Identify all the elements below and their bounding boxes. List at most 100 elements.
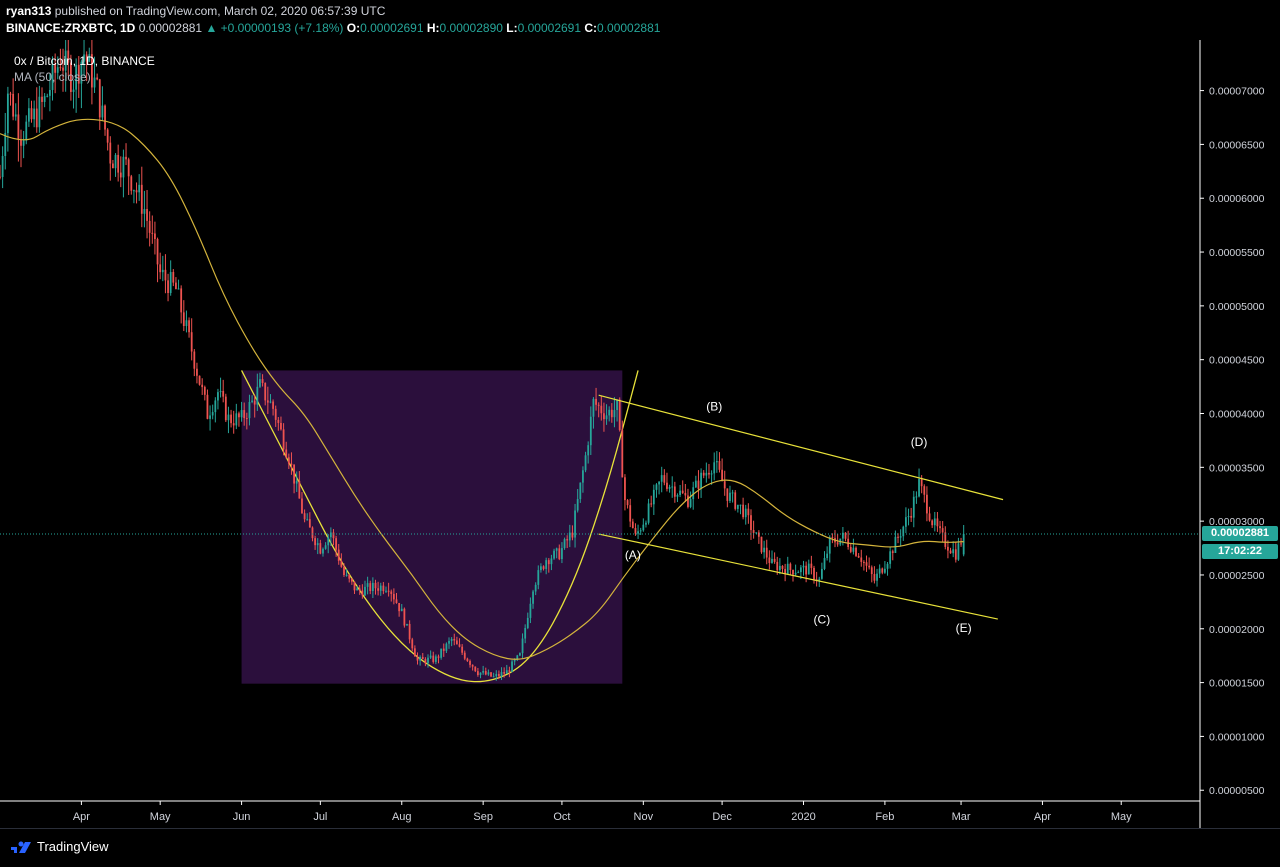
candle-body <box>613 410 616 418</box>
candle-body <box>524 627 527 639</box>
candle-body <box>413 648 416 657</box>
last-price: 0.00002881 <box>138 21 203 35</box>
candle-body <box>138 184 141 193</box>
candle-body <box>505 670 508 674</box>
candle-body <box>624 477 626 501</box>
candle-body <box>676 494 679 497</box>
candle-body <box>180 288 183 313</box>
candle-body <box>831 537 834 539</box>
brand-name: TradingView <box>37 839 109 854</box>
candle-body <box>469 661 471 665</box>
candle-body <box>495 673 498 677</box>
candle-body <box>713 462 716 474</box>
candle-body <box>534 584 537 592</box>
bar-countdown-badge: 17:02:22 <box>1202 543 1278 559</box>
candle-body <box>939 526 941 529</box>
candle-body <box>694 480 697 488</box>
candle-body <box>280 422 282 430</box>
candle-body <box>715 461 718 463</box>
candle-body <box>884 568 886 573</box>
candle-body <box>224 396 227 421</box>
candle-body <box>841 532 844 539</box>
high-value: 0.00002890 <box>439 21 503 35</box>
candle-body <box>406 623 408 626</box>
tradingview-logo-icon <box>11 841 31 853</box>
candle-body <box>915 496 918 498</box>
candle-body <box>660 475 663 482</box>
candle-body <box>340 560 343 567</box>
candle-body <box>947 546 949 551</box>
wave-label[interactable]: (C) <box>814 612 831 626</box>
time-tick-label: Oct <box>553 811 570 823</box>
candle-body <box>739 504 742 506</box>
candle-body <box>952 549 955 554</box>
candle-body <box>77 64 80 84</box>
candle-body <box>899 536 902 538</box>
open-value: 0.00002691 <box>360 21 424 35</box>
candle-body <box>508 670 511 672</box>
candle-body <box>251 400 253 402</box>
candle-body <box>540 566 542 571</box>
candle-body <box>314 538 316 546</box>
candle-body <box>348 574 351 579</box>
candle-body <box>93 77 96 88</box>
candle-body <box>182 312 185 327</box>
candle-body <box>432 655 435 662</box>
time-tick-label: 2020 <box>791 811 815 823</box>
candle-body <box>332 532 335 539</box>
candle-body <box>532 591 534 604</box>
candle-body <box>46 95 49 97</box>
candle-body <box>198 375 201 385</box>
candle-body <box>918 478 920 497</box>
candle-body <box>603 413 605 420</box>
candle-body <box>458 644 461 647</box>
candle-body <box>600 405 603 414</box>
candle-body <box>849 547 852 552</box>
candle-body <box>196 368 198 376</box>
ma-50-line[interactable] <box>0 118 964 660</box>
candle-body <box>820 568 823 579</box>
wave-label[interactable]: (B) <box>706 399 722 413</box>
price-chart[interactable]: (A)(B)(C)(D)(E) 0.000070000.000065000.00… <box>0 40 1280 828</box>
candle-body <box>666 482 668 489</box>
candle-body <box>597 404 600 406</box>
candle-body <box>88 54 91 62</box>
candle-body <box>264 382 267 401</box>
candle-body <box>471 664 474 667</box>
candle-body <box>51 64 54 90</box>
candle-body <box>529 603 532 618</box>
symbol-name[interactable]: BINANCE:ZRXBTC, 1D <box>6 21 136 35</box>
candle-body <box>563 539 566 549</box>
legend-title[interactable]: 0x / Bitcoin, 1D, BINANCE <box>14 54 155 68</box>
channel-lower-line[interactable] <box>598 533 998 620</box>
wave-label[interactable]: (A) <box>625 548 641 562</box>
candle-body <box>259 379 261 387</box>
candle-body <box>390 591 393 594</box>
legend-indicator[interactable]: MA (50, close) <box>14 70 91 84</box>
candle-body <box>857 555 860 558</box>
wave-label[interactable]: (D) <box>911 435 928 449</box>
wave-label[interactable]: (E) <box>956 621 972 635</box>
candle-body <box>826 553 829 559</box>
candle-body <box>926 494 928 514</box>
candle-body <box>127 159 130 177</box>
cup-rectangle[interactable] <box>241 370 623 684</box>
author-name[interactable]: ryan313 <box>6 4 52 18</box>
candle-body <box>392 593 395 600</box>
candle-body <box>269 401 272 403</box>
candle-body <box>219 390 222 393</box>
candle-body <box>135 190 138 193</box>
tradingview-logo[interactable]: TradingView <box>10 839 109 854</box>
channel-upper-line[interactable] <box>598 394 1004 501</box>
candle-body <box>537 570 540 585</box>
candle-body <box>579 482 582 500</box>
candle-body <box>303 513 306 520</box>
cup-curve[interactable] <box>240 370 639 683</box>
candle-body <box>571 532 574 538</box>
candle-body <box>621 429 624 478</box>
candle-body <box>287 457 290 464</box>
candle-body <box>366 583 369 587</box>
candle-body <box>584 455 587 471</box>
candle-body <box>59 67 62 69</box>
candle-body <box>463 652 466 659</box>
